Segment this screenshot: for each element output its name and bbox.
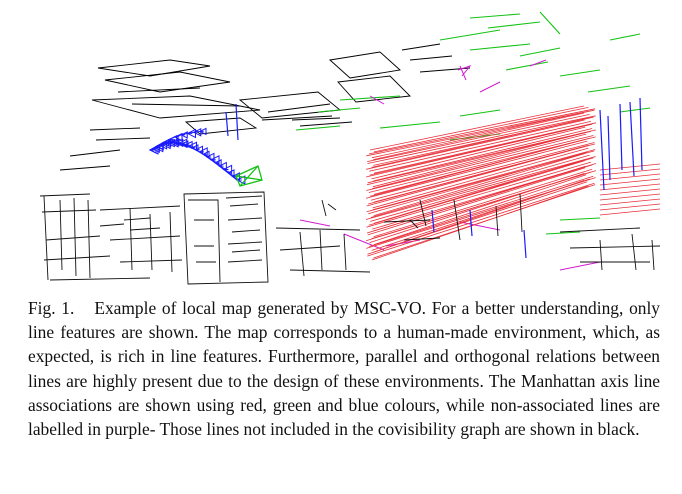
- local-map-figure: [39, 11, 661, 285]
- furniture-lines-black: [39, 191, 661, 285]
- wall-lines-red: [365, 105, 661, 261]
- current-camera-green: [235, 165, 263, 187]
- figure-label: Fig. 1.: [28, 298, 75, 318]
- ceiling-lines-black: [59, 43, 471, 171]
- figure-caption: Fig. 1. Example of local map generated by…: [28, 296, 660, 441]
- vertical-lines-blue: [225, 97, 643, 259]
- line-map-drawing: [39, 11, 661, 285]
- non-associated-lines: [299, 59, 601, 271]
- figure-caption-text: Example of local map generated by MSC-VO…: [28, 298, 660, 440]
- camera-trajectory: [148, 127, 246, 185]
